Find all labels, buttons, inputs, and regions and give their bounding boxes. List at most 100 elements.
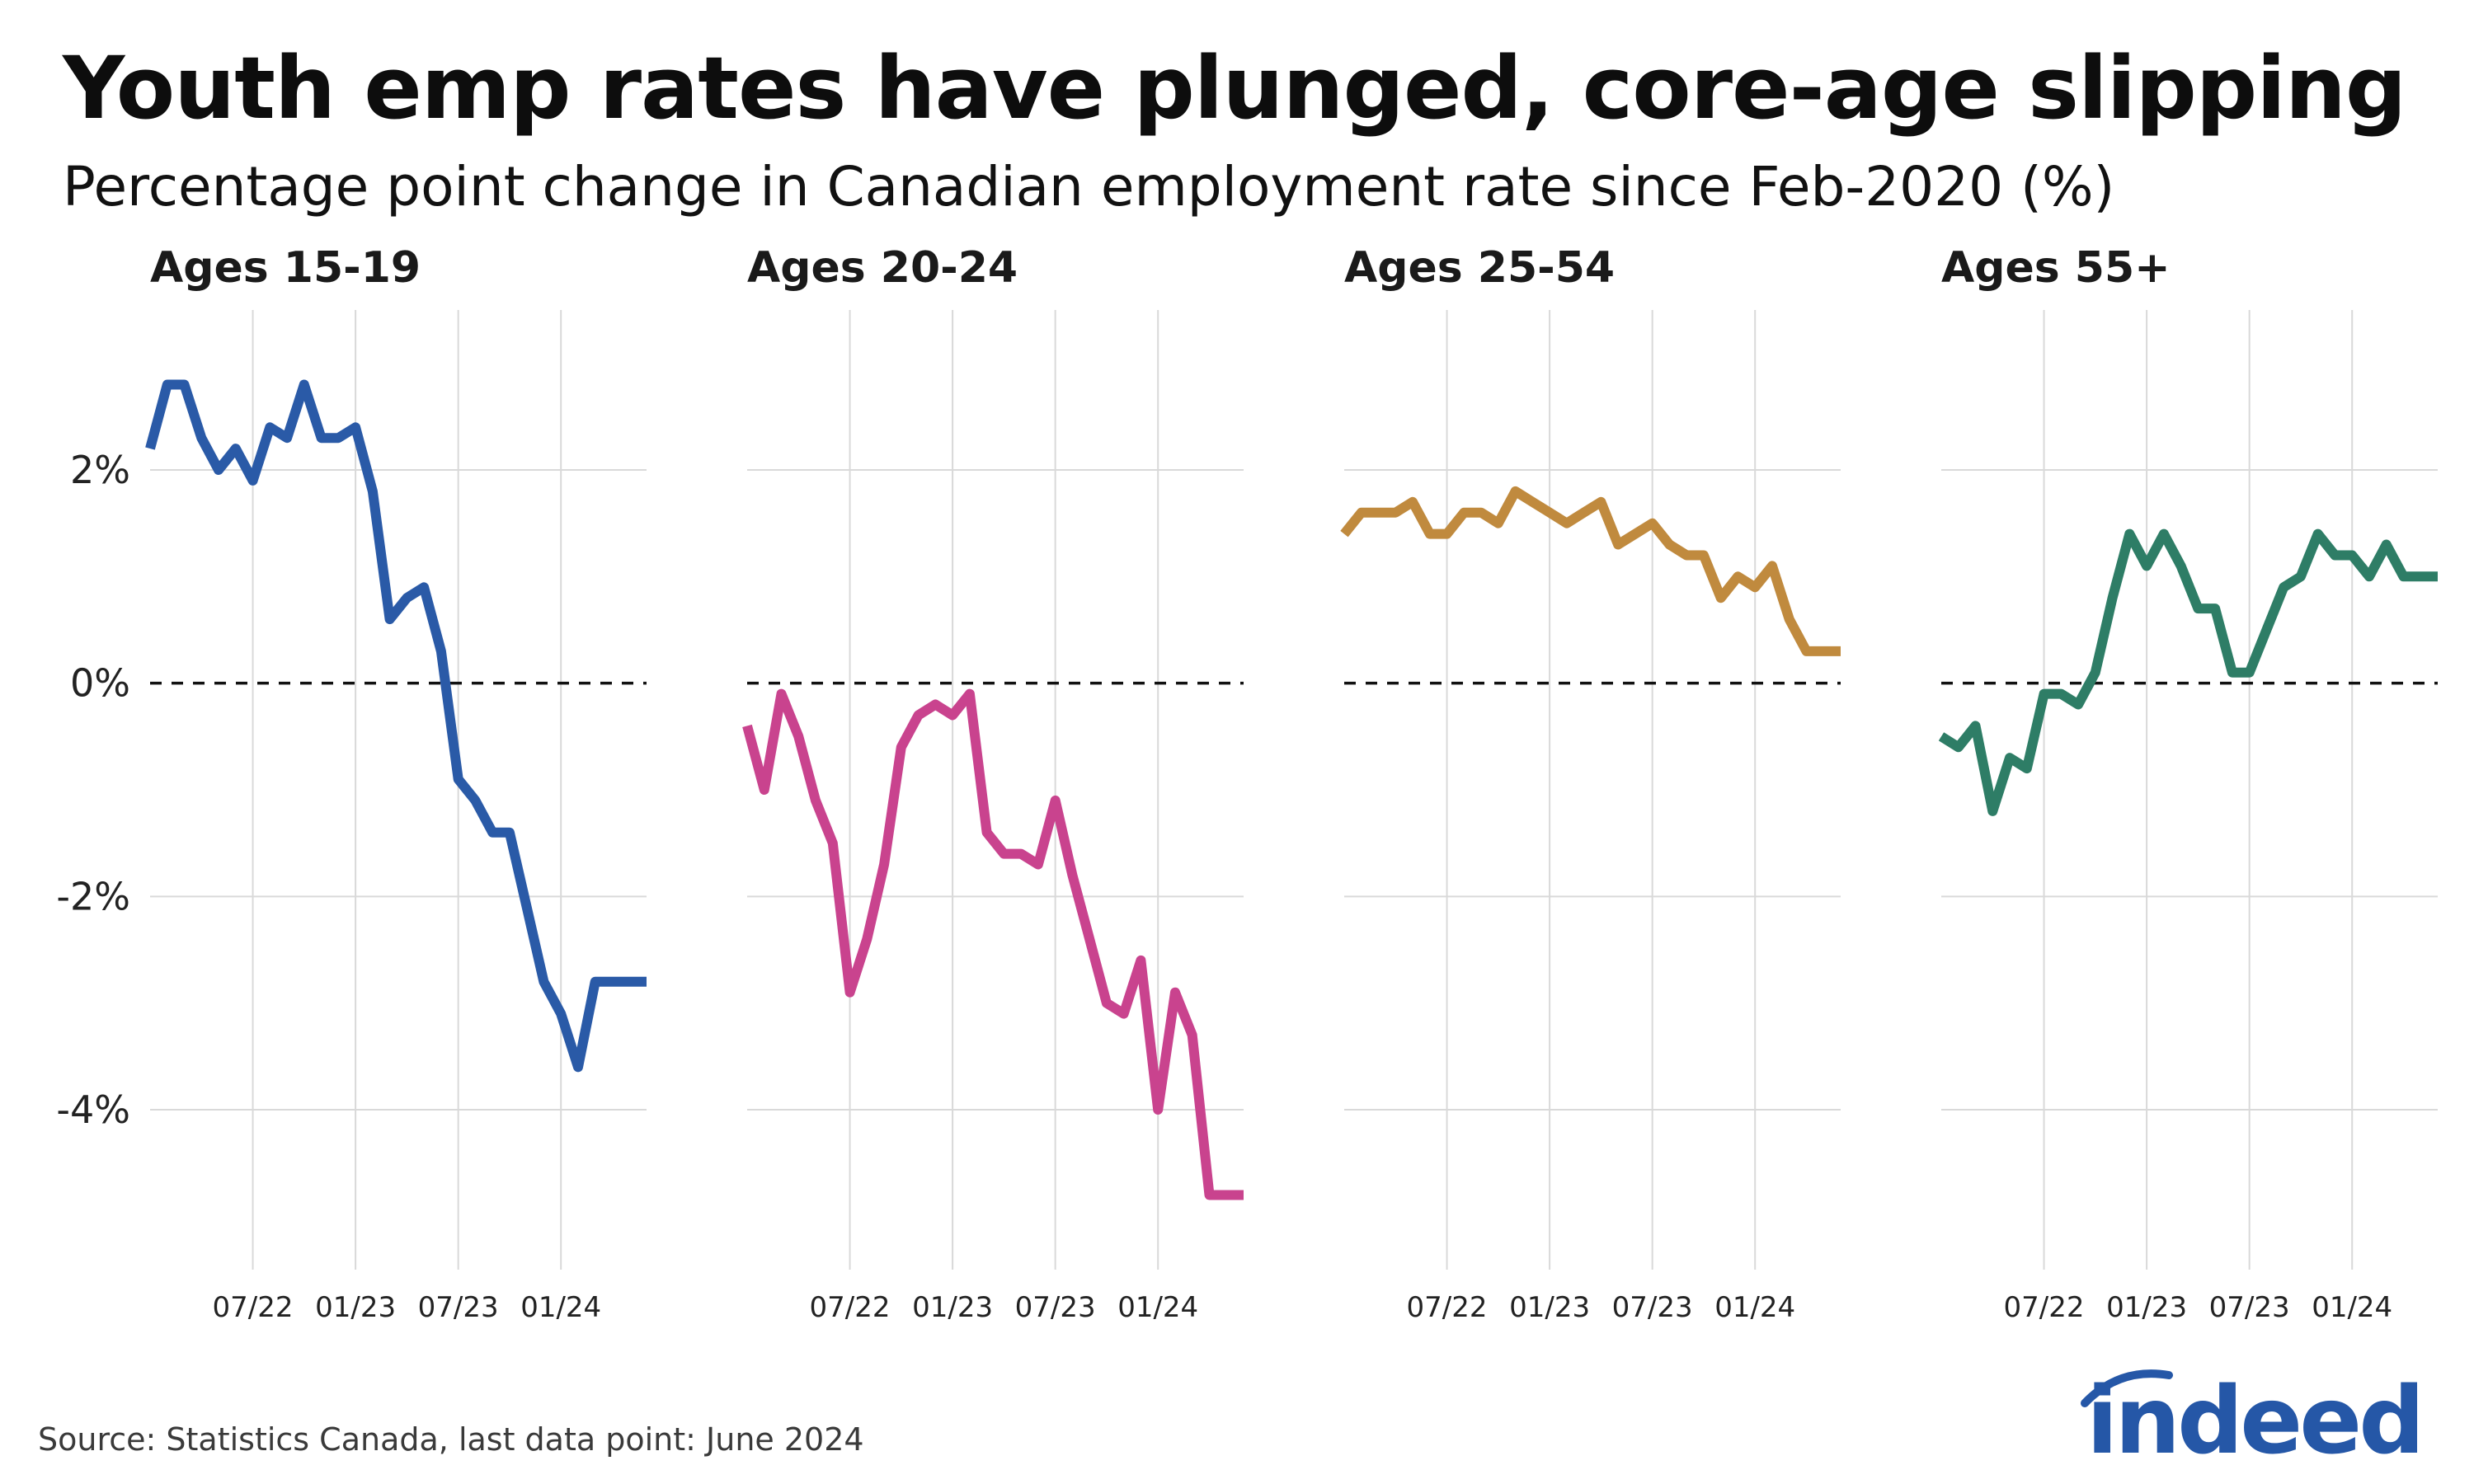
data-point [2317, 533, 2319, 535]
data-point [1652, 523, 1653, 524]
data-point [2420, 575, 2421, 577]
data-point [149, 448, 151, 449]
series-line [1938, 528, 2438, 816]
data-point [1823, 650, 1824, 652]
logo-wordmark: indeed [2086, 1368, 2421, 1468]
data-point [269, 426, 270, 428]
data-point [1668, 544, 1670, 546]
data-point [389, 618, 391, 620]
x-tick-label: 07/23 [1612, 1291, 1693, 1324]
data-point [611, 981, 613, 983]
data-point [1737, 575, 1738, 577]
data-point [815, 800, 816, 801]
data-point [474, 800, 476, 801]
data-point [1583, 512, 1585, 514]
x-tick-label: 07/22 [1407, 1291, 1488, 1324]
small-multiples-chart: 2% 0% -2% -4% Ages 15-19 07/22 01/23 07/23 01/24… [56, 243, 2439, 1324]
panel-title: Ages 20-24 [747, 243, 1018, 293]
data-point [1975, 725, 1977, 726]
data-point [764, 789, 765, 791]
data-point [1754, 586, 1756, 588]
data-point [423, 586, 425, 588]
data-point [1106, 1003, 1108, 1004]
data-point [1840, 650, 1841, 652]
data-point [628, 981, 630, 983]
data-point [337, 437, 339, 439]
data-point [492, 832, 493, 834]
data-point [252, 480, 254, 481]
data-point [832, 843, 834, 844]
panel-title: Ages 25-54 [1344, 243, 1615, 293]
x-tick-label: 07/23 [2209, 1291, 2290, 1324]
data-point [200, 437, 202, 439]
data-point [1071, 874, 1073, 876]
data-point [1020, 853, 1022, 855]
data-point [2402, 575, 2404, 577]
x-tick-label: 01/24 [1714, 1291, 1795, 1324]
data-point [2060, 693, 2062, 695]
data-point [218, 469, 219, 471]
data-point [1003, 853, 1004, 855]
data-point [286, 437, 288, 439]
data-point [1531, 501, 1533, 503]
panel-title: Ages 15-19 [150, 243, 421, 293]
x-tick-label: 01/24 [1117, 1291, 1198, 1324]
y-tick-label: -4% [56, 1087, 130, 1132]
panel-ages-25-54: Ages 25-54 07/22 01/23 07/23 01/24 [1340, 243, 1841, 1324]
data-point [866, 938, 868, 940]
data-point [2437, 575, 2439, 577]
data-point [595, 981, 596, 983]
data-point [1208, 1194, 1210, 1195]
data-point [901, 746, 902, 748]
data-point [1140, 960, 1141, 961]
data-point [509, 832, 510, 834]
panel-ages-55-: Ages 55+ 07/22 01/23 07/23 01/24 [1938, 243, 2439, 1324]
data-point [2351, 554, 2353, 556]
data-point [1940, 735, 1942, 737]
chart-title: Youth emp rates have plunged, core-age s… [63, 38, 2406, 139]
data-point [1789, 618, 1790, 620]
x-tick-label: 07/22 [2004, 1291, 2085, 1324]
data-point [883, 864, 885, 866]
data-point [1600, 501, 1602, 503]
data-point [1123, 1013, 1125, 1015]
data-point [2112, 597, 2114, 599]
data-point [1634, 533, 1636, 535]
data-point [646, 981, 647, 983]
data-point [1412, 501, 1413, 503]
data-point [781, 693, 783, 695]
data-point [1243, 1194, 1244, 1195]
data-point [1771, 565, 1773, 566]
y-tick-label: 0% [70, 661, 130, 706]
data-point [2026, 768, 2028, 769]
data-point [1703, 554, 1705, 556]
data-point [2128, 533, 2130, 535]
data-point [1037, 864, 1039, 866]
data-point [167, 384, 168, 386]
data-point [2300, 575, 2302, 577]
data-point [1174, 992, 1176, 993]
y-tick-label: -2% [56, 874, 130, 918]
data-point [1157, 1109, 1159, 1111]
data-point [1429, 533, 1431, 535]
x-tick-label: 01/23 [912, 1291, 993, 1324]
data-point [918, 714, 920, 716]
data-point [321, 437, 322, 439]
x-tick-label: 07/22 [810, 1291, 891, 1324]
data-point [303, 384, 305, 386]
data-point [2009, 757, 2011, 758]
data-point [1192, 1034, 1193, 1036]
x-tick-label: 07/23 [418, 1291, 499, 1324]
data-point [2283, 586, 2284, 588]
data-point [184, 384, 186, 386]
data-point [1549, 512, 1550, 514]
data-point [849, 992, 851, 993]
data-point [952, 714, 953, 716]
logo-arc [2081, 1369, 2173, 1407]
x-tick-label: 01/24 [520, 1291, 601, 1324]
data-point [1498, 523, 1499, 524]
data-point [1480, 512, 1482, 514]
data-point [1992, 810, 1993, 812]
data-point [355, 426, 356, 428]
data-point [2386, 544, 2387, 546]
